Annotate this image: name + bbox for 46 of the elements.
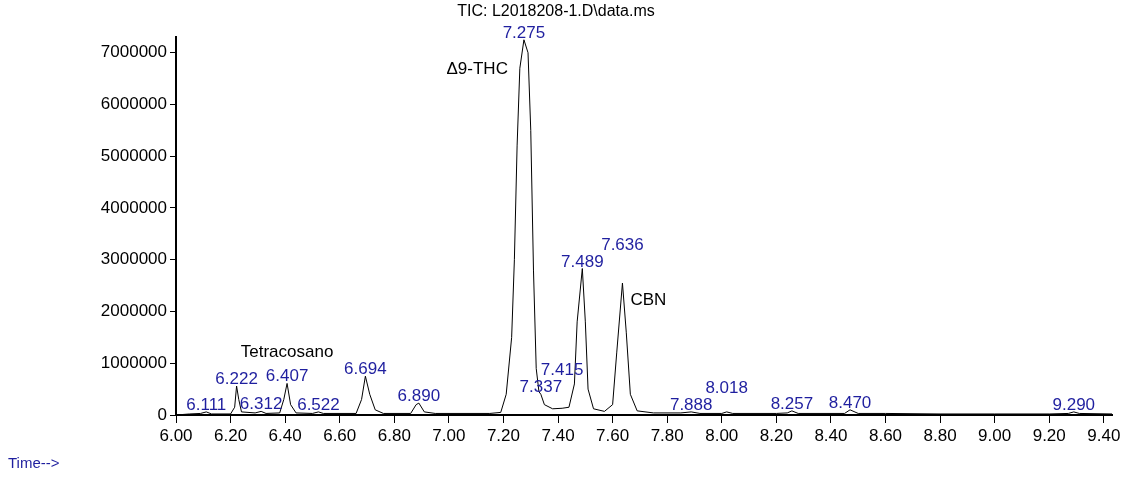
x-tick-label: 6.00 bbox=[159, 425, 193, 445]
x-tick-label: 9.00 bbox=[978, 425, 1012, 445]
annotation: Tetracosano bbox=[240, 342, 334, 362]
x-tick-label: 8.40 bbox=[814, 425, 848, 445]
annotation: 8.470 bbox=[828, 392, 872, 412]
x-tick-label: 7.40 bbox=[541, 425, 575, 445]
annotation: 8.257 bbox=[770, 393, 814, 413]
annotation: 6.407 bbox=[265, 366, 309, 386]
annotation: 8.018 bbox=[705, 377, 748, 397]
annotation: 6.222 bbox=[215, 369, 258, 389]
x-tick-label: 9.40 bbox=[1087, 425, 1121, 445]
x-axis-title: Time--> bbox=[8, 454, 60, 472]
annotation: 6.522 bbox=[297, 394, 340, 414]
x-tick-label: 9.20 bbox=[1032, 425, 1066, 445]
x-tick-label: 8.20 bbox=[759, 425, 793, 445]
x-tick-label: 7.00 bbox=[432, 425, 466, 445]
y-tick-label: 2000000 bbox=[100, 301, 167, 321]
x-tick-label: 8.00 bbox=[705, 425, 739, 445]
annotation: 9.290 bbox=[1052, 394, 1096, 414]
y-tick-label: 4000000 bbox=[100, 197, 167, 217]
annotation: 7.888 bbox=[669, 394, 713, 414]
x-tick-label: 6.80 bbox=[377, 425, 411, 445]
y-tick-label: 6000000 bbox=[100, 94, 167, 114]
annotation: 7.275 bbox=[502, 22, 546, 42]
annotation: 7.636 bbox=[601, 234, 644, 254]
x-tick-label: 7.80 bbox=[650, 425, 684, 445]
x-tick-label: 6.60 bbox=[323, 425, 357, 445]
annotation: CBN bbox=[630, 290, 667, 310]
x-tick-label: 8.80 bbox=[923, 425, 957, 445]
annotation: 7.489 bbox=[561, 251, 604, 271]
y-tick-label: 0 bbox=[157, 404, 167, 424]
y-tick-label: 1000000 bbox=[100, 352, 167, 372]
x-tick-label: 6.20 bbox=[214, 425, 248, 445]
x-tick-label: 7.60 bbox=[596, 425, 630, 445]
annotation: Δ9-THC bbox=[446, 58, 508, 78]
y-tick-label: 3000000 bbox=[100, 249, 167, 269]
annotation: 6.890 bbox=[397, 386, 441, 406]
annotation: 6.694 bbox=[344, 359, 387, 379]
y-tick-label: 5000000 bbox=[100, 145, 167, 165]
x-tick-label: 7.20 bbox=[486, 425, 521, 445]
annotation: 6.111 bbox=[186, 394, 227, 414]
x-tick-label: 6.40 bbox=[268, 425, 302, 445]
y-tick-label: 7000000 bbox=[100, 42, 167, 62]
chart-title: TIC: L2018208-1.D\data.ms bbox=[457, 2, 655, 20]
x-tick-label: 8.60 bbox=[868, 425, 903, 445]
annotation: 6.312 bbox=[239, 394, 283, 414]
